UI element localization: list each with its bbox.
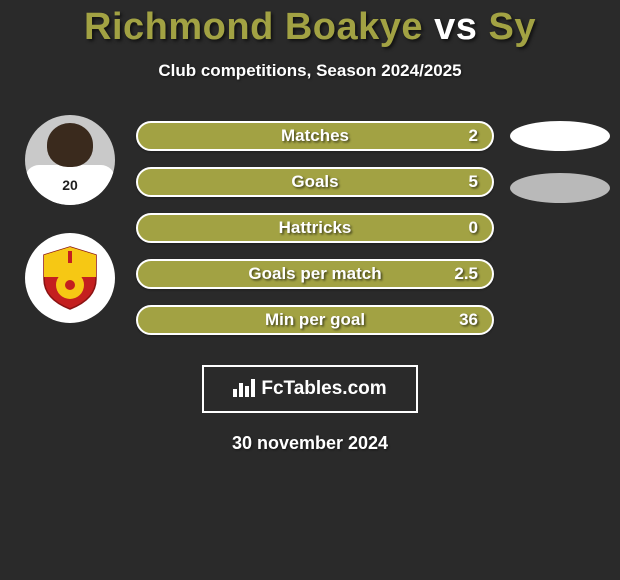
date-line: 30 november 2024	[0, 433, 620, 454]
player-jersey: 20	[25, 165, 115, 205]
player-photo-inner: 20	[25, 115, 115, 205]
stat-value: 5	[469, 172, 478, 192]
stat-bar-goals-per-match: Goals per match 2.5	[136, 259, 494, 289]
stat-value: 2	[469, 126, 478, 146]
club-shield-icon	[40, 245, 100, 311]
right-column	[500, 121, 620, 225]
content-row: 20 Matches 2	[0, 115, 620, 335]
stat-bar-min-per-goal: Min per goal 36	[136, 305, 494, 335]
left-column: 20	[10, 115, 130, 323]
stat-bar-goals: Goals 5	[136, 167, 494, 197]
placeholder-oval-bottom	[510, 173, 610, 203]
bar-chart-icon	[233, 377, 255, 402]
club-badge	[25, 233, 115, 323]
stat-label: Min per goal	[265, 310, 365, 330]
brand-box: FcTables.com	[202, 365, 418, 413]
brand-text: FcTables.com	[261, 378, 386, 400]
stat-label: Goals	[291, 172, 338, 192]
player-photo: 20	[25, 115, 115, 205]
title-vs: vs	[434, 6, 477, 48]
stat-value: 36	[459, 310, 478, 330]
jersey-number: 20	[62, 177, 78, 193]
stat-label: Goals per match	[248, 264, 381, 284]
stat-label: Matches	[281, 126, 349, 146]
player-face	[47, 123, 93, 167]
placeholder-oval-top	[510, 121, 610, 151]
stat-bar-hattricks: Hattricks 0	[136, 213, 494, 243]
stat-value: 2.5	[454, 264, 478, 284]
stat-bars: Matches 2 Goals 5 Hattricks 0 Goals per …	[130, 115, 500, 335]
title-player1: Richmond Boakye	[84, 6, 423, 48]
stat-bar-matches: Matches 2	[136, 121, 494, 151]
title-player2: Sy	[488, 6, 535, 48]
page-title: Richmond Boakye vs Sy	[0, 6, 620, 49]
root: Richmond Boakye vs Sy Club competitions,…	[0, 0, 620, 580]
subtitle: Club competitions, Season 2024/2025	[0, 61, 620, 81]
stat-value: 0	[469, 218, 478, 238]
stat-label: Hattricks	[279, 218, 352, 238]
